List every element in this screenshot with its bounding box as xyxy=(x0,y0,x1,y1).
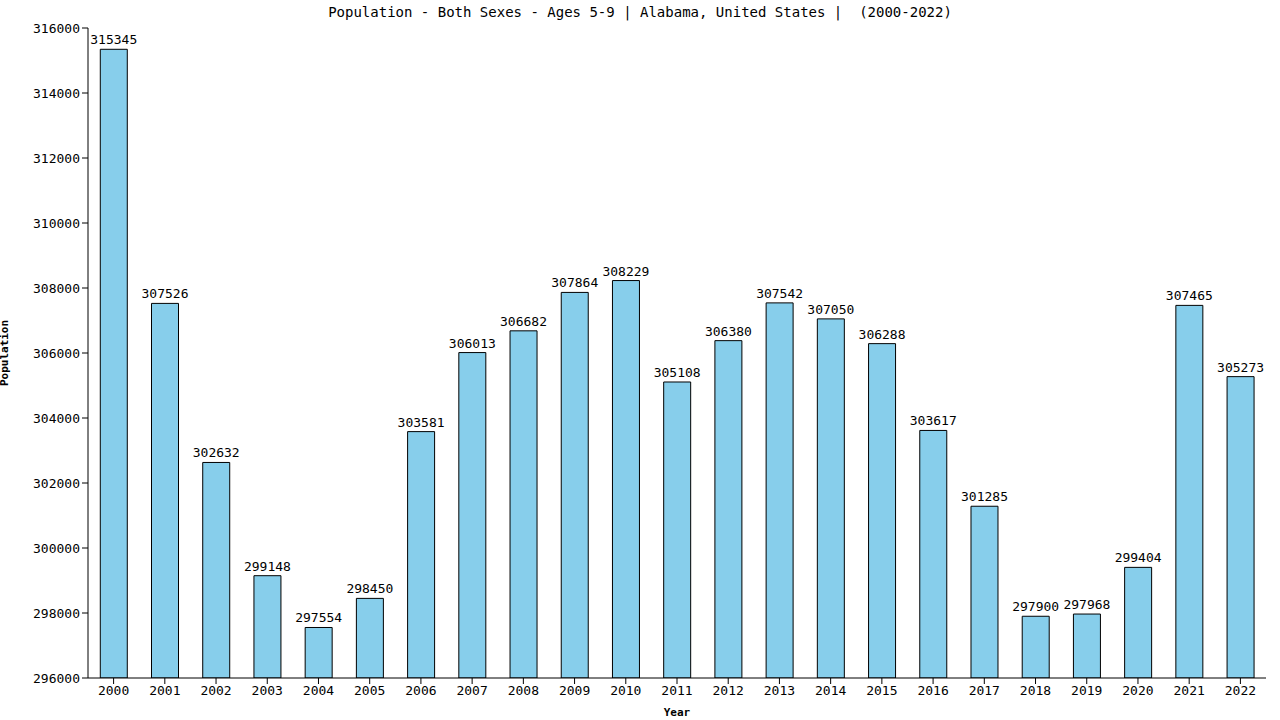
svg-text:2008: 2008 xyxy=(508,683,539,698)
svg-text:298450: 298450 xyxy=(346,581,393,596)
svg-text:2003: 2003 xyxy=(252,683,283,698)
html-text:Population - Both Sexes - Ages: Population - Both Sexes - Ages 5-9 | Ala… xyxy=(328,4,952,20)
svg-text:297968: 297968 xyxy=(1063,597,1110,612)
svg-text:302000: 302000 xyxy=(33,476,80,491)
svg-text:2000: 2000 xyxy=(98,683,129,698)
svg-text:2022: 2022 xyxy=(1225,683,1256,698)
svg-text:2001: 2001 xyxy=(149,683,180,698)
svg-text:308229: 308229 xyxy=(602,264,649,279)
svg-text:308000: 308000 xyxy=(33,281,80,296)
svg-text:2005: 2005 xyxy=(354,683,385,698)
svg-text:298000: 298000 xyxy=(33,606,80,621)
svg-text:Year: Year xyxy=(664,706,691,719)
svg-text:299148: 299148 xyxy=(244,559,291,574)
svg-text:2002: 2002 xyxy=(200,683,231,698)
svg-text:306288: 306288 xyxy=(859,327,906,342)
svg-text:Population: Population xyxy=(8,320,11,386)
svg-text:2019: 2019 xyxy=(1071,683,1102,698)
svg-text:303617: 303617 xyxy=(910,413,957,428)
svg-text:312000: 312000 xyxy=(33,151,80,166)
svg-text:306013: 306013 xyxy=(449,336,496,351)
svg-text:303581: 303581 xyxy=(398,415,445,430)
svg-text:2016: 2016 xyxy=(917,683,948,698)
svg-text:306000: 306000 xyxy=(33,346,80,361)
svg-text:314000: 314000 xyxy=(33,86,80,101)
svg-text:297554: 297554 xyxy=(295,610,342,625)
svg-text:2009: 2009 xyxy=(559,683,590,698)
svg-text:306682: 306682 xyxy=(500,314,547,329)
svg-text:296000: 296000 xyxy=(33,671,80,686)
svg-text:307542: 307542 xyxy=(756,286,803,301)
svg-text:2017: 2017 xyxy=(969,683,1000,698)
svg-text:306380: 306380 xyxy=(705,324,752,339)
svg-text:305108: 305108 xyxy=(654,365,701,380)
svg-text:2011: 2011 xyxy=(661,683,692,698)
svg-text:301285: 301285 xyxy=(961,489,1008,504)
svg-text:307465: 307465 xyxy=(1166,288,1213,303)
svg-text:2018: 2018 xyxy=(1020,683,1051,698)
svg-text:307526: 307526 xyxy=(142,286,189,301)
svg-text:2021: 2021 xyxy=(1174,683,1205,698)
svg-text:2006: 2006 xyxy=(405,683,436,698)
svg-text:310000: 310000 xyxy=(33,216,80,231)
svg-text:2015: 2015 xyxy=(866,683,897,698)
svg-text:2013: 2013 xyxy=(764,683,795,698)
svg-text:304000: 304000 xyxy=(33,411,80,426)
svg-text:307864: 307864 xyxy=(551,275,598,290)
svg-text:299404: 299404 xyxy=(1115,550,1162,565)
svg-text:302632: 302632 xyxy=(193,445,240,460)
svg-text:305273: 305273 xyxy=(1217,360,1264,375)
svg-text:2014: 2014 xyxy=(815,683,846,698)
svg-text:316000: 316000 xyxy=(33,21,80,36)
svg-text:2020: 2020 xyxy=(1122,683,1153,698)
svg-text:2004: 2004 xyxy=(303,683,334,698)
svg-text:2010: 2010 xyxy=(610,683,641,698)
svg-text:315345: 315345 xyxy=(90,32,137,47)
svg-text:2012: 2012 xyxy=(713,683,744,698)
svg-text:307050: 307050 xyxy=(807,302,854,317)
svg-text:2007: 2007 xyxy=(456,683,487,698)
svg-text:297900: 297900 xyxy=(1012,599,1059,614)
svg-text:300000: 300000 xyxy=(33,541,80,556)
